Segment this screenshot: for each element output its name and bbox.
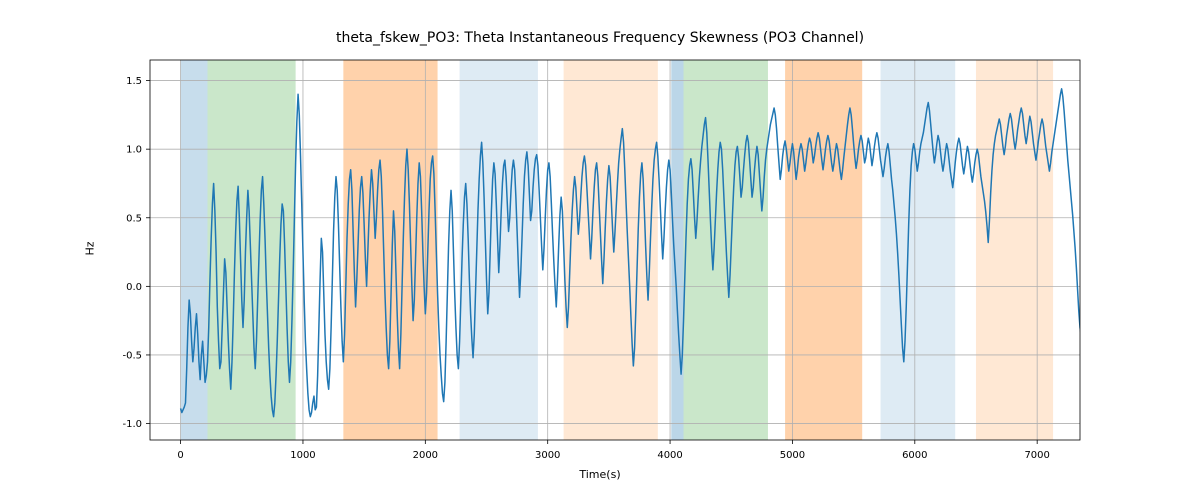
chart-container: theta_fskew_PO3: Theta Instantaneous Fre… [0,0,1200,500]
x-tick-label: 0 [177,450,183,461]
shaded-band [671,60,683,440]
plot-area: 0 1000 2000 3000 4000 5000 6000 7000 -1.0 -0.5 0.0… [0,0,1200,500]
y-tick-label: 1.0 [126,145,142,156]
y-axis-label: Hz [84,199,97,299]
y-tick-label: -0.5 [122,350,142,361]
x-tick-label: 7000 [1024,450,1049,461]
x-tick-label: 2000 [413,450,438,461]
shaded-band [460,60,538,440]
chart-title: theta_fskew_PO3: Theta Instantaneous Fre… [0,30,1200,46]
shaded-band [881,60,956,440]
x-tick-label: 1000 [290,450,315,461]
shaded-band [181,60,208,440]
y-tick-label: 1.5 [126,76,142,87]
x-tick-label: 4000 [657,450,682,461]
shaded-band [208,60,296,440]
x-tick-label: 3000 [535,450,560,461]
y-tick-label: 0.0 [126,282,142,293]
x-axis-label: Time(s) [0,468,1200,481]
x-tick-label: 6000 [902,450,927,461]
x-tick-label: 5000 [780,450,805,461]
shaded-band [976,60,1053,440]
y-tick-label: 0.5 [126,213,142,224]
y-tick-label: -1.0 [122,419,142,430]
shaded-band [564,60,658,440]
